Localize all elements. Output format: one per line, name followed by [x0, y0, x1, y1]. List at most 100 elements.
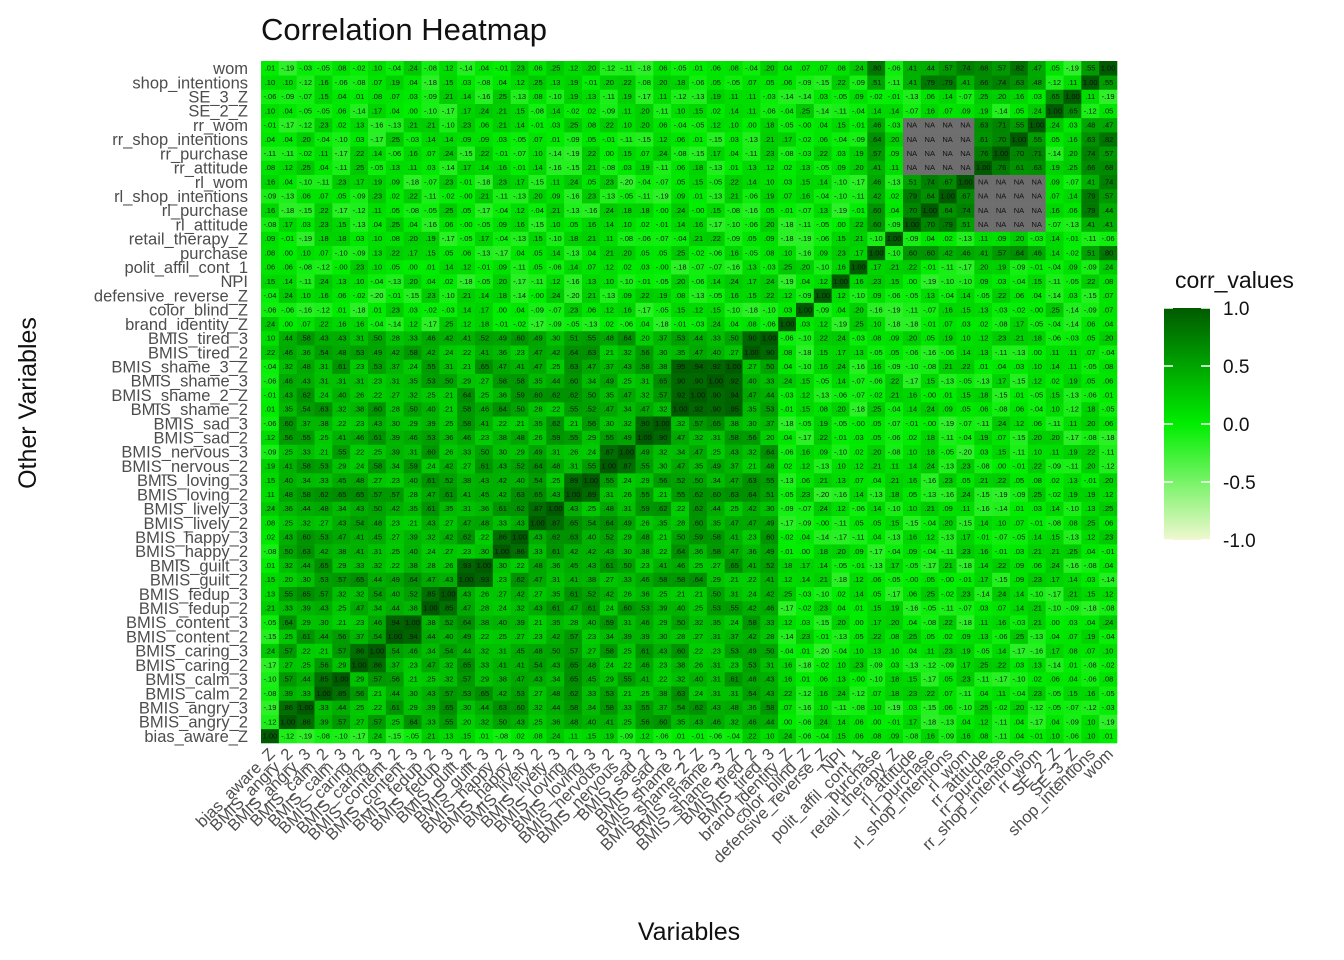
cell-label: .31 — [354, 334, 364, 343]
cell-label: .13 — [1067, 476, 1077, 485]
cell-label: .13 — [1032, 660, 1042, 669]
cell-label: .25 — [782, 589, 792, 598]
cell-label: .01 — [1014, 504, 1024, 513]
cell-label: -.15 — [905, 518, 918, 527]
cell-label: .65 — [461, 660, 471, 669]
cell-label: -.09 — [1012, 263, 1025, 272]
cell-label: .30 — [746, 419, 756, 428]
cell-label: -.12 — [602, 64, 615, 73]
cell-label: -.11 — [745, 149, 757, 158]
cell-label: 1.00 — [263, 732, 278, 741]
cell-label: .20 — [1014, 703, 1024, 712]
cell-label: -.14 — [1048, 660, 1061, 669]
heatmap-cell — [314, 657, 333, 673]
cell-label: -.10 — [727, 305, 740, 314]
cell-label: .01 — [675, 732, 685, 741]
cell-label: .61 — [336, 362, 346, 371]
cell-label: .25 — [621, 376, 631, 385]
cell-label: .56 — [318, 660, 328, 669]
cell-label: .03 — [800, 319, 810, 328]
heatmap-cell — [261, 629, 280, 644]
cell-label: -.01 — [656, 220, 669, 229]
cell-label: -.15 — [1012, 376, 1025, 385]
cell-label: .47 — [568, 604, 578, 613]
cell-label: -.07 — [513, 149, 526, 158]
cell-label: .85 — [318, 675, 328, 684]
cell-label: .10 — [889, 646, 899, 655]
cell-label: .04 — [835, 604, 845, 613]
cell-label: .10 — [907, 504, 917, 513]
cell-label: -.12 — [674, 92, 687, 101]
cell-label: .53 — [318, 462, 328, 471]
cell-label: -.01 — [781, 405, 794, 414]
cell-label: .04 — [978, 689, 988, 698]
cell-label: .21 — [443, 405, 453, 414]
cell-label: -.13 — [1066, 220, 1079, 229]
cell-label: .90 — [711, 391, 721, 400]
cell-label: -.04 — [263, 291, 276, 300]
cell-label: .16 — [942, 305, 952, 314]
cell-label: .20 — [586, 64, 596, 73]
heatmap-cell — [261, 132, 280, 147]
cell-label: -.04 — [1048, 263, 1061, 272]
cell-label: .21 — [532, 618, 542, 627]
cell-label: .06 — [800, 476, 810, 485]
cell-label: .03 — [889, 660, 899, 669]
cell-label: .57 — [443, 689, 453, 698]
cell-label: -.17 — [852, 177, 865, 186]
cell-label: .54 — [390, 646, 400, 655]
cell-label: .07 — [1067, 632, 1077, 641]
cell-label: .09 — [1014, 575, 1024, 584]
cell-label: -.15 — [567, 163, 580, 172]
cell-label: .01 — [550, 135, 560, 144]
cell-label: .89 — [568, 476, 578, 485]
cell-label: .26 — [443, 561, 453, 570]
cell-label: .17 — [479, 305, 489, 314]
cell-label: .43 — [532, 604, 542, 613]
cell-label: -.18 — [781, 220, 794, 229]
cell-label: .25 — [978, 703, 988, 712]
cell-label: -.12 — [923, 660, 936, 669]
cell-label: .05 — [889, 348, 899, 357]
cell-label: -.07 — [549, 305, 562, 314]
cell-label: .04 — [514, 248, 524, 257]
cell-label: -.01 — [905, 419, 918, 428]
cell-label: .04 — [586, 248, 596, 257]
cell-label: .05 — [925, 334, 935, 343]
cell-label: .04 — [639, 319, 649, 328]
cell-label: .47 — [425, 490, 435, 499]
cell-label: -.11 — [941, 433, 953, 442]
cell-label: .53 — [425, 376, 435, 385]
cell-label: .61 — [479, 462, 489, 471]
cell-label: .13 — [443, 732, 453, 741]
cell-label: .27 — [604, 575, 614, 584]
cell-label: .03 — [1085, 575, 1095, 584]
cell-label: .22 — [746, 732, 756, 741]
cell-label: .36 — [746, 547, 756, 556]
cell-label: .25 — [1032, 490, 1042, 499]
cell-label: .38 — [497, 433, 507, 442]
cell-label: -.07 — [1048, 220, 1061, 229]
cell-label: .00 — [407, 263, 417, 272]
cell-label: .24 — [853, 64, 863, 73]
cell-label: .46 — [960, 248, 970, 257]
heatmap-cell — [278, 728, 297, 744]
cell-label: .74 — [925, 177, 935, 186]
cell-label: -.01 — [995, 547, 1008, 556]
cell-label: -.11 — [941, 547, 953, 556]
cell-label: .09 — [550, 192, 560, 201]
cell-label: .25 — [443, 206, 453, 215]
cell-label: .49 — [621, 433, 631, 442]
cell-label: .24 — [443, 149, 453, 158]
cell-label: .61 — [568, 589, 578, 598]
cell-label: -.01 — [1030, 263, 1043, 272]
cell-label: .15 — [800, 405, 810, 414]
cell-label: .64 — [407, 717, 417, 726]
cell-label: .01 — [479, 732, 489, 741]
cell-label: .60 — [532, 391, 542, 400]
cell-label: .13 — [336, 277, 346, 286]
cell-label: .48 — [568, 717, 578, 726]
cell-label: .25 — [1014, 632, 1024, 641]
cell-label: -.13 — [923, 490, 936, 499]
cell-label: .21 — [728, 575, 738, 584]
